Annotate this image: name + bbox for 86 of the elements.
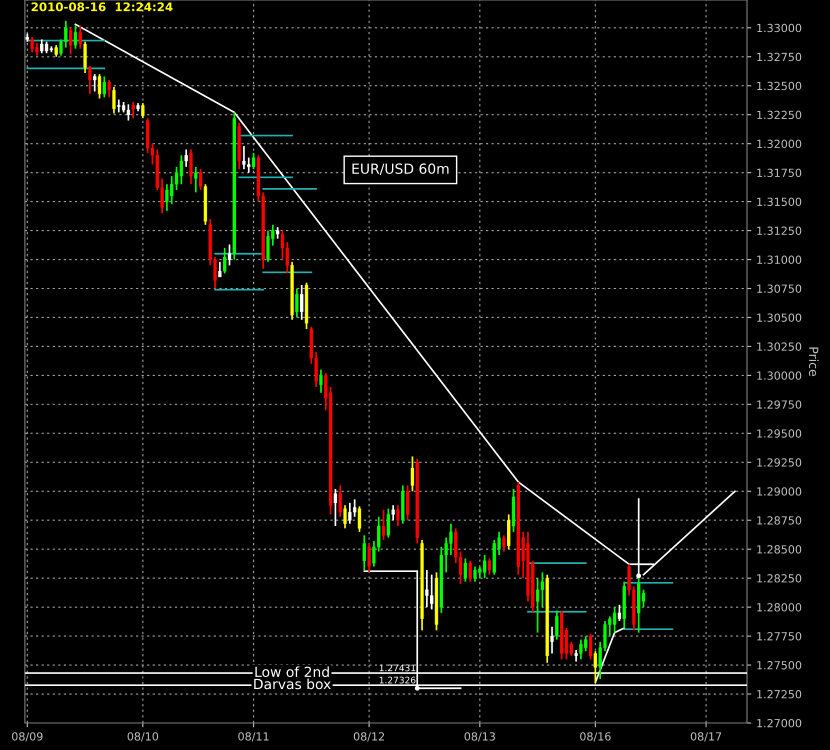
y-tick-label: 1.27000	[757, 718, 802, 728]
y-tick-label: 1.27750	[757, 632, 802, 640]
x-tick-label: 08/09	[12, 732, 43, 742]
y-tick-label: 1.32000	[757, 140, 802, 148]
candlestick	[362, 534, 366, 571]
candlestick	[618, 604, 622, 622]
candlestick	[392, 504, 395, 522]
x-tick-label: 08/16	[580, 732, 611, 742]
candlestick	[198, 168, 202, 191]
candlestick	[594, 650, 598, 684]
candlestick	[228, 244, 232, 266]
y-tick-label: 1.32500	[757, 82, 802, 90]
candlestick	[78, 24, 82, 50]
y-tick-label: 1.29000	[757, 487, 802, 496]
candlestick	[334, 488, 338, 527]
y-tick-label: 1.31750	[757, 168, 802, 178]
candlestick	[54, 44, 58, 58]
candlestick	[93, 73, 96, 92]
x-tick-label: 08/10	[128, 732, 158, 742]
candlestick	[83, 40, 87, 74]
candlestick	[382, 508, 386, 541]
candlestick	[338, 484, 342, 518]
candlestick	[358, 505, 362, 533]
y-tick-label: 1.27500	[757, 661, 802, 670]
x-tick-label: 08/11	[238, 732, 269, 742]
x-tick-label: 08/12	[354, 732, 384, 742]
candlestick	[141, 102, 144, 120]
y-tick-label: 1.31250	[757, 226, 802, 235]
y-tick-label: 1.31000	[757, 256, 802, 264]
y-tick-label: 1.30000	[757, 371, 802, 380]
y-tick-label: 1.30750	[757, 284, 802, 293]
candlestick	[555, 610, 558, 640]
y-tick-label: 1.27250	[757, 690, 802, 698]
candlestick	[396, 504, 400, 527]
candlestick	[502, 534, 506, 552]
candlestick	[410, 456, 414, 492]
candlestick	[319, 368, 323, 394]
candlestick	[98, 73, 102, 100]
candlestick	[102, 76, 106, 98]
y-tick-label: 1.30250	[757, 342, 802, 351]
y-tick-label: 1.33000	[757, 24, 802, 32]
candlestick	[550, 626, 554, 654]
y-tick-label: 1.28250	[757, 574, 802, 583]
candlestick	[184, 148, 188, 168]
y-axis-title: Price	[808, 347, 819, 376]
candlestick	[218, 261, 222, 278]
candlestick	[74, 24, 78, 50]
candlestick	[295, 288, 299, 318]
chart-title: 2010-08-16 12:24:24	[32, 2, 173, 12]
candlestick	[189, 148, 193, 186]
y-tick-label: 1.28750	[757, 516, 802, 525]
candlestick	[464, 558, 468, 582]
candlestick	[367, 542, 371, 574]
candlestick	[468, 560, 472, 582]
candlestick	[588, 632, 592, 660]
x-tick-label: 08/13	[464, 732, 495, 742]
annotation: 1.27326	[380, 676, 416, 684]
text: EUR/USD 60m	[352, 163, 448, 176]
ref-line-label: Darvas box	[254, 678, 331, 690]
candlestick	[68, 26, 72, 56]
y-tick-label: 1.29750	[757, 400, 802, 409]
candlestick	[406, 484, 410, 522]
y-tick-label: 1.28000	[757, 603, 802, 612]
candlestick	[386, 508, 390, 538]
annotation: 1.27431	[380, 664, 416, 672]
y-tick-label: 1.32750	[757, 52, 802, 62]
candlestick	[276, 226, 280, 240]
candlestick	[252, 152, 256, 170]
y-tick-label: 1.29250	[757, 458, 802, 467]
y-tick-label: 1.28500	[757, 545, 802, 554]
candlestick	[223, 247, 226, 274]
x-tick-label: 08/17	[690, 732, 722, 742]
candlestick	[107, 79, 111, 98]
candlestick	[574, 649, 578, 662]
candlestick	[112, 86, 116, 114]
y-tick-label: 1.31500	[757, 198, 802, 206]
y-tick-label: 1.30500	[757, 313, 802, 322]
ref-line-label: Low of 2nd	[255, 666, 329, 678]
candlestick	[300, 284, 304, 321]
y-tick-label: 1.29500	[757, 429, 802, 438]
candlestick	[88, 65, 92, 95]
y-tick-label: 1.32250	[757, 110, 802, 120]
candlestick	[343, 504, 347, 530]
candlestick	[194, 166, 198, 194]
candlestick	[132, 101, 135, 120]
candlestick	[488, 558, 492, 576]
